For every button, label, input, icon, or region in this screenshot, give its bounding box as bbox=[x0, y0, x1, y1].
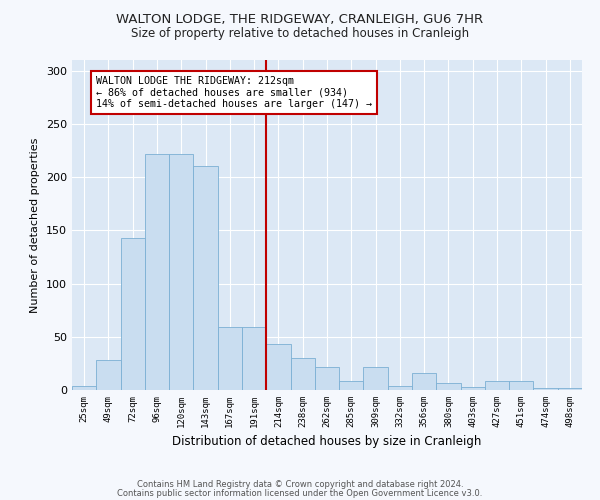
Bar bbox=[364, 366, 388, 390]
Bar bbox=[96, 360, 121, 390]
Bar bbox=[461, 387, 485, 390]
Bar bbox=[121, 238, 145, 390]
Bar bbox=[339, 382, 364, 390]
Text: Contains public sector information licensed under the Open Government Licence v3: Contains public sector information licen… bbox=[118, 489, 482, 498]
Bar bbox=[193, 166, 218, 390]
Bar bbox=[533, 388, 558, 390]
Text: Contains HM Land Registry data © Crown copyright and database right 2024.: Contains HM Land Registry data © Crown c… bbox=[137, 480, 463, 489]
Y-axis label: Number of detached properties: Number of detached properties bbox=[31, 138, 40, 312]
Bar bbox=[436, 382, 461, 390]
Bar bbox=[266, 344, 290, 390]
Text: WALTON LODGE, THE RIDGEWAY, CRANLEIGH, GU6 7HR: WALTON LODGE, THE RIDGEWAY, CRANLEIGH, G… bbox=[116, 12, 484, 26]
Bar bbox=[315, 366, 339, 390]
Bar bbox=[485, 382, 509, 390]
Bar bbox=[242, 327, 266, 390]
Bar bbox=[388, 386, 412, 390]
Bar bbox=[145, 154, 169, 390]
Bar bbox=[290, 358, 315, 390]
Bar bbox=[218, 327, 242, 390]
Bar bbox=[412, 373, 436, 390]
Bar bbox=[169, 154, 193, 390]
Bar bbox=[72, 386, 96, 390]
Bar bbox=[509, 382, 533, 390]
Text: Size of property relative to detached houses in Cranleigh: Size of property relative to detached ho… bbox=[131, 28, 469, 40]
X-axis label: Distribution of detached houses by size in Cranleigh: Distribution of detached houses by size … bbox=[172, 436, 482, 448]
Bar bbox=[558, 388, 582, 390]
Text: WALTON LODGE THE RIDGEWAY: 212sqm
← 86% of detached houses are smaller (934)
14%: WALTON LODGE THE RIDGEWAY: 212sqm ← 86% … bbox=[96, 76, 372, 109]
